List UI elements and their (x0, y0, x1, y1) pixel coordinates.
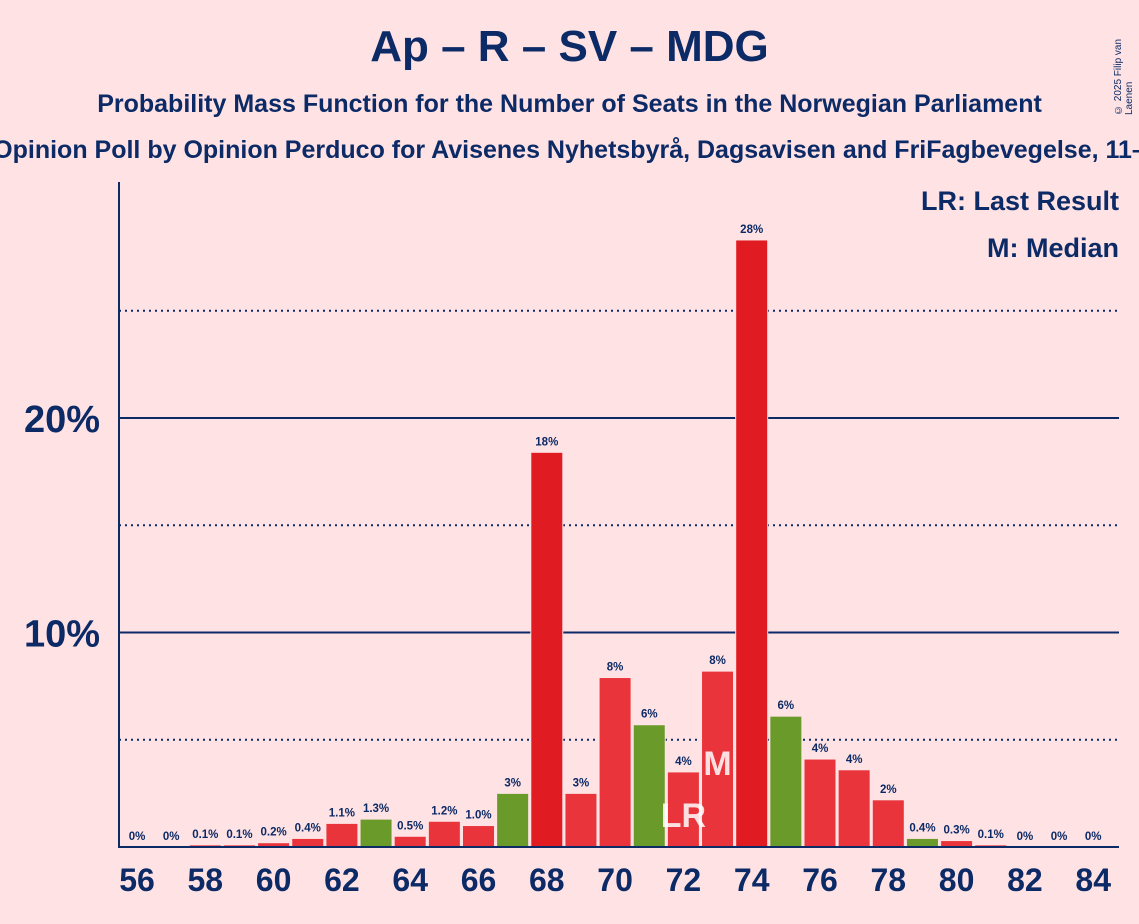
bar-seat-61 (291, 837, 325, 848)
bar-label-seat-63: 1.3% (363, 803, 389, 815)
bar-label-seat-84: 0% (1085, 831, 1102, 843)
bar-label-seat-67: 3% (504, 777, 521, 789)
bar-seat-68 (530, 451, 564, 848)
bar-seat-66 (462, 825, 495, 848)
x-tick-label: 58 (188, 862, 224, 898)
y-tick-label: 10% (24, 614, 100, 656)
bar-label-seat-64: 0.5% (397, 820, 423, 832)
bar-label-seat-68: 18% (535, 436, 558, 448)
y-tick-label: 20% (24, 399, 100, 441)
bar-seat-73 (701, 670, 735, 848)
x-tick-label: 84 (1075, 862, 1111, 898)
bar-label-seat-75: 6% (778, 700, 795, 712)
x-tick-label: 80 (939, 862, 975, 898)
chart-title: Ap – R – SV – MDG (370, 22, 769, 71)
bar-seat-74 (735, 239, 769, 848)
bar-label-seat-78: 2% (880, 784, 897, 796)
bar-label-seat-56: 0% (129, 831, 146, 843)
bar-label-seat-76: 4% (812, 743, 829, 755)
bar-seat-77 (837, 769, 871, 848)
chart-subtitle: Probability Mass Function for the Number… (97, 90, 1042, 118)
x-tick-label: 78 (871, 862, 907, 898)
bar-label-seat-72: 4% (675, 756, 692, 768)
bar-seat-78 (871, 799, 905, 848)
bar-label-seat-58: 0.1% (192, 829, 218, 841)
gridlines (119, 309, 1119, 741)
last-result-marker: LR (661, 797, 706, 835)
bar-label-seat-66: 1.0% (465, 810, 491, 822)
bar-seat-70 (598, 677, 632, 848)
x-tick-label: 70 (597, 862, 633, 898)
bar-label-seat-57: 0% (163, 831, 180, 843)
bar-label-seat-65: 1.2% (431, 805, 457, 817)
bar-seat-69 (564, 792, 598, 848)
bar-seat-76 (803, 758, 837, 848)
poll-source-line: Opinion Poll by Opinion Perduco for Avis… (0, 136, 1139, 165)
bar-label-seat-61: 0.4% (295, 822, 321, 834)
bar-seat-63 (359, 818, 393, 848)
bar-label-seat-77: 4% (846, 754, 863, 766)
poll-source-text: Opinion Poll by Opinion Perduco for Avis… (0, 136, 1139, 164)
median-marker: M (703, 745, 731, 783)
x-tick-label: 64 (392, 862, 428, 898)
bar-label-seat-59: 0.1% (226, 829, 252, 841)
x-tick-label: 62 (324, 862, 360, 898)
bar-seat-62 (325, 822, 359, 848)
x-tick-label: 56 (119, 862, 155, 898)
bar-label-seat-82: 0% (1017, 831, 1034, 843)
legend-median: M: Median (987, 233, 1119, 263)
bar-label-seat-70: 8% (607, 662, 624, 674)
bars (188, 239, 1008, 848)
bar-seat-72 (666, 771, 700, 848)
bar-label-seat-60: 0.2% (260, 827, 286, 839)
bar-label-seat-62: 1.1% (329, 807, 355, 819)
y-tick-labels: 10% 20% (24, 399, 100, 656)
bar-seat-64 (393, 835, 427, 848)
bar-seat-75 (769, 715, 803, 848)
x-tick-label: 72 (666, 862, 702, 898)
bar-seat-65 (427, 820, 461, 848)
bar-label-seat-79: 0.4% (909, 822, 935, 834)
bar-label-seat-81: 0.1% (978, 829, 1004, 841)
bar-label-seat-71: 6% (641, 709, 658, 721)
x-tick-label: 82 (1007, 862, 1043, 898)
bar-label-seat-73: 8% (709, 655, 726, 667)
markers: LR M (661, 745, 732, 835)
axes (118, 182, 1119, 848)
x-tick-labels: 56 58 60 62 64 66 68 70 72 74 76 78 80 82 84 (119, 862, 1111, 898)
bar-label-seat-80: 0.3% (943, 825, 969, 837)
bar-seat-67 (496, 792, 530, 848)
bar-label-seat-69: 3% (573, 777, 590, 789)
x-tick-label: 68 (529, 862, 565, 898)
x-tick-label: 76 (802, 862, 838, 898)
bar-value-labels: 0% 0% 0.1% 0.1% 0.2% 0.4% 1.1% 1.3% 0.5% 1.2% 1.0%… (129, 224, 1102, 843)
legend-last-result: LR: Last Result (920, 186, 1119, 216)
bar-seat-71 (632, 724, 666, 848)
bar-label-seat-83: 0% (1051, 831, 1068, 843)
x-tick-label: 74 (734, 862, 770, 898)
bar-label-seat-74: 28% (740, 224, 763, 236)
x-tick-label: 66 (461, 862, 497, 898)
bar-seat-79 (905, 837, 939, 848)
x-tick-label: 60 (256, 862, 292, 898)
